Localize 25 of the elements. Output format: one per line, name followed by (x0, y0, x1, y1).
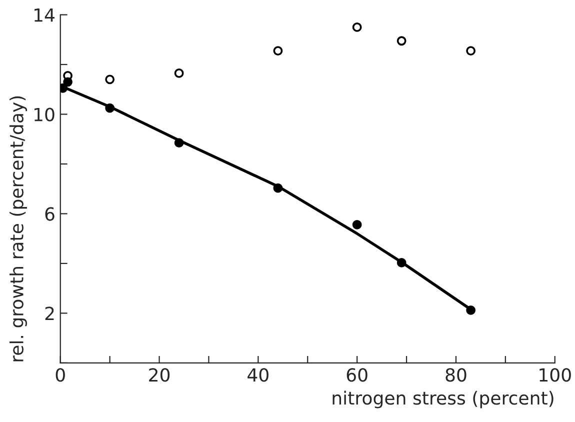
point (396, 258, 406, 268)
point (273, 46, 283, 56)
x-tick-label: 100 (540, 368, 571, 382)
x-tick-label: 60 (346, 368, 368, 382)
x-tick-label: 20 (149, 368, 170, 382)
point (105, 74, 115, 84)
y-tick-label: 2 (45, 306, 54, 320)
y-tick-label: 10 (34, 108, 54, 122)
point (466, 305, 476, 315)
y-tick-label: 14 (34, 8, 54, 22)
y-tick-label: 6 (45, 207, 54, 221)
point (396, 36, 406, 46)
point (174, 68, 184, 78)
x-tick-label: 40 (248, 368, 268, 382)
x-axis-title: nitrogen stress (percent) (332, 390, 554, 408)
point (273, 183, 283, 193)
point (174, 138, 184, 148)
x-tick-label: 80 (446, 368, 466, 382)
point (352, 22, 362, 32)
point (105, 103, 115, 113)
x-tick-label: 0 (56, 368, 65, 382)
y-axis-title: rel. growth rate (percent/day) (10, 96, 27, 362)
point (352, 220, 362, 230)
point (466, 46, 476, 56)
point (63, 77, 72, 87)
